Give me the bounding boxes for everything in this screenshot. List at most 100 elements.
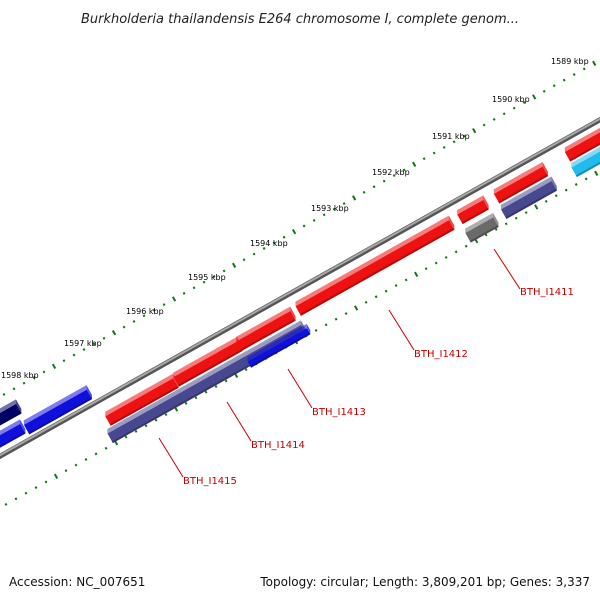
minor-tick	[324, 323, 328, 327]
minor-tick	[484, 233, 488, 237]
gene-block-forward[interactable]	[457, 195, 489, 225]
gene-block-bth-i1412[interactable]	[295, 215, 455, 316]
gene-block-bth-i1411[interactable]	[493, 162, 549, 204]
minor-tick	[332, 207, 336, 211]
minor-tick	[542, 89, 546, 93]
scale-label: 1595 kbp	[188, 273, 226, 282]
major-tick	[51, 363, 57, 369]
minor-tick	[444, 256, 448, 259]
gene-block-bth-i1413[interactable]	[247, 323, 311, 368]
minor-tick	[564, 188, 568, 192]
major-tick	[354, 305, 359, 311]
minor-tick	[392, 174, 396, 177]
major-tick	[292, 228, 297, 235]
gene-block-reverse[interactable]	[0, 419, 26, 450]
gene-label[interactable]: BTH_I1412	[414, 349, 468, 360]
minor-tick	[104, 446, 108, 450]
minor-tick	[272, 241, 276, 245]
major-tick	[592, 60, 597, 66]
gene-label[interactable]: BTH_I1414	[251, 440, 305, 451]
gene-block-reverse[interactable]	[571, 146, 600, 178]
minor-tick	[362, 190, 366, 194]
gene-block-reverse[interactable]	[500, 176, 557, 219]
leader-line	[226, 401, 252, 442]
minor-tick	[422, 157, 426, 161]
major-tick	[231, 262, 237, 268]
minor-tick	[142, 314, 146, 318]
gene-block-forward[interactable]	[173, 336, 243, 387]
minor-tick	[94, 452, 98, 456]
minor-tick	[222, 269, 226, 273]
minor-tick	[82, 348, 86, 351]
minor-tick	[44, 480, 48, 484]
minor-tick	[202, 280, 206, 284]
gene-block-forward[interactable]	[105, 373, 179, 426]
gene-labels: BTH_I1411 BTH_I1412 BTH_I1413 BTH_I1414 …	[158, 248, 574, 487]
major-tick	[171, 296, 177, 302]
leader-line	[493, 248, 521, 290]
minor-tick	[72, 353, 76, 357]
minor-tick	[482, 123, 486, 127]
scale-label: 1592 kbp	[372, 168, 410, 177]
minor-tick	[134, 429, 138, 433]
minor-tick	[364, 300, 368, 304]
minor-tick	[314, 328, 318, 332]
minor-tick	[454, 250, 458, 254]
minor-tick	[212, 275, 216, 278]
gene-block-reverse[interactable]	[23, 385, 93, 435]
minor-tick	[492, 117, 496, 121]
minor-tick	[74, 463, 78, 467]
minor-tick	[252, 252, 256, 256]
minor-tick	[312, 218, 316, 222]
minor-tick	[62, 359, 66, 363]
minor-tick	[334, 317, 338, 321]
leader-line	[158, 437, 184, 478]
minor-tick	[282, 235, 286, 239]
minor-tick	[224, 379, 228, 383]
minor-tick	[154, 418, 158, 422]
minor-tick	[582, 67, 586, 71]
gene-block-forward[interactable]	[564, 127, 600, 162]
minor-tick	[64, 469, 68, 473]
outer-scale-ticks	[2, 60, 597, 396]
gene-label[interactable]: BTH_I1411	[520, 287, 574, 298]
gene-block-pseudo[interactable]	[465, 212, 499, 243]
minor-tick	[162, 303, 166, 307]
scale-label: 1594 kbp	[250, 239, 288, 248]
minor-tick	[404, 278, 408, 282]
minor-tick	[144, 424, 148, 428]
minor-tick	[102, 336, 106, 340]
scale-label: 1590 kbp	[492, 95, 530, 104]
minor-tick	[302, 224, 306, 228]
gene-label[interactable]: BTH_I1413	[312, 407, 366, 418]
minor-tick	[452, 140, 456, 144]
accession-text: Accession: NC_007651	[9, 575, 145, 589]
major-tick	[53, 473, 59, 479]
minor-tick	[92, 342, 96, 346]
scale-label: 1598 kbp	[1, 371, 39, 380]
minor-tick	[372, 185, 376, 189]
scale-label: 1593 kbp	[311, 204, 349, 213]
minor-tick	[182, 291, 186, 295]
major-tick	[534, 204, 539, 210]
minor-tick	[434, 261, 438, 265]
minor-tick	[2, 392, 6, 396]
genome-summary-text: Topology: circular; Length: 3,809,201 bp…	[259, 575, 590, 589]
major-tick	[111, 329, 117, 336]
gene-block-forward[interactable]	[236, 306, 296, 351]
scale-label: 1597 kbp	[64, 339, 102, 348]
minor-tick	[344, 312, 348, 316]
minor-tick	[424, 267, 428, 271]
scale-labels: 1589 kbp 1590 kbp 1591 kbp 1592 kbp 1593…	[1, 57, 589, 380]
major-tick	[414, 271, 419, 277]
minor-tick	[124, 435, 128, 439]
gene-label[interactable]: BTH_I1415	[183, 476, 237, 487]
minor-tick	[42, 370, 46, 374]
minor-tick	[152, 308, 156, 312]
minor-tick	[394, 284, 398, 287]
minor-tick	[122, 325, 126, 329]
gene-block-reverse[interactable]	[0, 399, 22, 430]
minor-tick	[554, 194, 558, 198]
minor-tick	[244, 368, 248, 372]
